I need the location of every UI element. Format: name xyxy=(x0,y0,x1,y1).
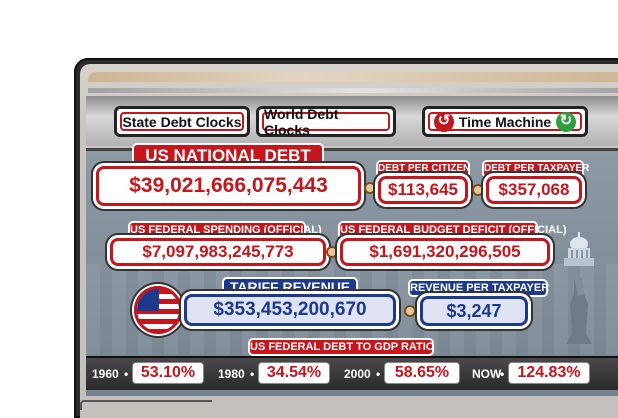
tab-world-debt-clocks[interactable]: World Debt Clocks xyxy=(256,106,396,138)
capitol-icon xyxy=(564,232,594,266)
statue-icon xyxy=(566,278,592,344)
debt-to-gdp-bar: 1960 • 53.10% 1980 • 34.54% 2000 • 58.65… xyxy=(86,356,618,390)
frame-decor-line xyxy=(88,88,618,93)
ratio-bullet: • xyxy=(376,367,381,381)
frame-decor-top xyxy=(88,72,618,82)
ratio-year-1980: 1980 xyxy=(218,367,245,381)
debt-per-taxpayer-value: $357,068 xyxy=(486,176,582,204)
rewind-clock-icon[interactable]: ↺ xyxy=(434,111,454,132)
ratio-year-1960: 1960 xyxy=(92,367,119,381)
bottom-edge-decor xyxy=(80,400,212,410)
world-debt-clocks-button[interactable]: World Debt Clocks xyxy=(262,106,390,138)
connector-icon xyxy=(326,246,338,258)
national-debt-label: US NATIONAL DEBT xyxy=(132,143,324,169)
tab-time-machine[interactable]: ↺ Time Machine ↻ xyxy=(422,106,588,137)
tab-state-debt-clocks[interactable]: State Debt Clocks xyxy=(114,106,250,137)
debt-to-gdp-label: US FEDERAL DEBT TO GDP RATIO xyxy=(248,338,434,356)
ratio-value-1960: 53.10% xyxy=(132,362,204,384)
ratio-bullet: • xyxy=(250,367,255,381)
flag-canton xyxy=(137,289,159,311)
ratio-year-2000: 2000 xyxy=(344,367,371,381)
ratio-value-now: 124.83% xyxy=(508,362,590,384)
ratio-value-1980: 34.54% xyxy=(258,362,330,384)
tariff-revenue-value: $353,453,200,670 xyxy=(184,294,396,326)
national-debt-value: $39,021,666,075,443 xyxy=(96,166,361,206)
debt-per-citizen-value: $113,645 xyxy=(378,176,468,204)
budget-deficit-label: US FEDERAL BUDGET DEFICIT (OFFICIAL) xyxy=(338,221,567,239)
us-flag-icon xyxy=(134,286,182,334)
connector-icon xyxy=(404,305,416,317)
revenue-per-taxpayer-label: REVENUE PER TAXPAYER xyxy=(408,279,549,297)
budget-deficit-value: $1,691,320,296,505 xyxy=(340,238,550,266)
connector-icon xyxy=(472,184,484,196)
ratio-year-now: NOW xyxy=(472,367,502,381)
forward-clock-icon[interactable]: ↻ xyxy=(555,111,576,132)
ratio-bullet: • xyxy=(124,367,129,381)
connector-icon xyxy=(364,182,376,194)
time-machine-button[interactable]: ↺ Time Machine ↻ xyxy=(428,111,582,132)
ratio-bullet: • xyxy=(500,367,505,381)
time-machine-label: Time Machine xyxy=(458,113,552,130)
state-debt-clocks-button[interactable]: State Debt Clocks xyxy=(120,112,244,131)
tab-bar: State Debt Clocks World Debt Clocks ↺ Ti… xyxy=(86,96,618,146)
ratio-value-2000: 58.65% xyxy=(384,362,460,384)
federal-spending-value: $7,097,983,245,773 xyxy=(110,238,326,266)
revenue-per-taxpayer-value: $3,247 xyxy=(420,296,528,326)
federal-spending-label: US FEDERAL SPENDING (OFFICIAL) xyxy=(128,221,322,239)
